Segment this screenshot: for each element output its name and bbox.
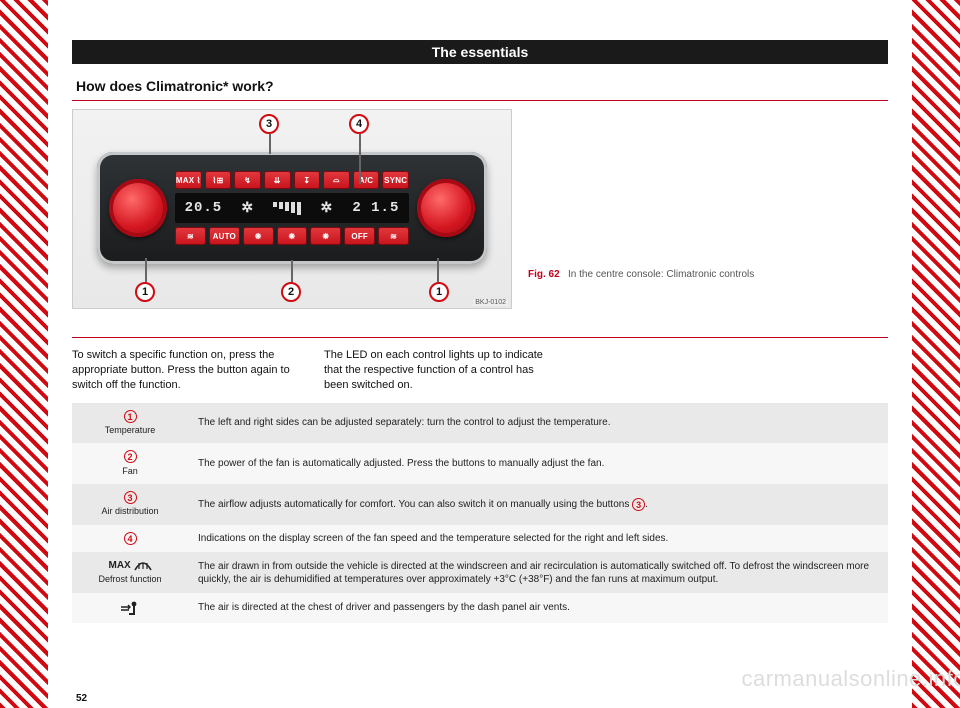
- desc-5: The air drawn in from outside the vehicl…: [188, 552, 888, 593]
- btn-seat-left: ≋: [175, 227, 206, 245]
- functions-table: 1 Temperature The left and right sides c…: [72, 403, 888, 623]
- center-stack: MAX ⌇ ⌇⊞ ↯ ⇊ ↧ ⌓ A/C SYNC 20.5 ✲ ✲: [175, 171, 409, 245]
- table-row: MAX Defrost function The air drawn in fr…: [72, 552, 888, 593]
- display-temp-right: 2 1.5: [352, 200, 399, 216]
- red-rule: [72, 337, 888, 338]
- btn-recirc: ⌓: [323, 171, 350, 189]
- figure-caption: Fig. 62 In the centre console: Climatron…: [528, 109, 888, 309]
- leader-3: [269, 134, 271, 154]
- bottom-button-row: ≋ AUTO ❋ ❋ ❋ OFF ≋: [175, 227, 409, 245]
- section-title: How does Climatronic* work?: [72, 74, 888, 101]
- body-col-2: The LED on each control lights up to ind…: [324, 348, 552, 393]
- table-row: 3 Air distribution The airflow adjusts a…: [72, 484, 888, 525]
- temp-knob-left: [109, 179, 167, 237]
- chapter-bar: The essentials: [72, 40, 888, 64]
- key-label-defrost: Defrost function: [82, 574, 178, 586]
- key-label-3: Air distribution: [82, 506, 178, 518]
- key-num-4: 4: [124, 532, 137, 545]
- inline-num-3: 3: [632, 498, 645, 511]
- leader-4: [359, 134, 361, 184]
- desc-3: The airflow adjusts automatically for co…: [188, 484, 888, 525]
- page-stripe-left: [0, 0, 48, 708]
- climatronic-panel: MAX ⌇ ⌇⊞ ↯ ⇊ ↧ ⌓ A/C SYNC 20.5 ✲ ✲: [97, 152, 487, 264]
- btn-sync: SYNC: [382, 171, 409, 189]
- callout-1-left: 1: [135, 282, 155, 302]
- btn-air-mid: ⇊: [264, 171, 291, 189]
- figure-area: MAX ⌇ ⌇⊞ ↯ ⇊ ↧ ⌓ A/C SYNC 20.5 ✲ ✲: [72, 109, 888, 309]
- figure-caption-text: In the centre console: Climatronic contr…: [568, 269, 754, 280]
- page-stripe-right: [912, 0, 960, 708]
- btn-ac: A/C: [353, 171, 380, 189]
- btn-air-up: ↯: [234, 171, 261, 189]
- table-row: 4 Indications on the display screen of t…: [72, 525, 888, 552]
- page-content: The essentials How does Climatronic* wor…: [48, 0, 912, 708]
- btn-max-defrost: MAX ⌇: [175, 171, 202, 189]
- callout-1-right: 1: [429, 282, 449, 302]
- desc-6: The air is directed at the chest of driv…: [188, 593, 888, 623]
- btn-rear-defrost: ⌇⊞: [205, 171, 232, 189]
- climatronic-display: 20.5 ✲ ✲ 2 1.5: [175, 193, 409, 223]
- display-fan-bars: [273, 202, 301, 215]
- page-number: 52: [76, 693, 87, 704]
- btn-fan-3: ❋: [310, 227, 341, 245]
- body-columns: To switch a specific function on, press …: [72, 348, 888, 393]
- desc-2: The power of the fan is automatically ad…: [188, 443, 888, 484]
- key-label-2: Fan: [82, 466, 178, 478]
- key-num-1: 1: [124, 410, 137, 423]
- watermark: carmanualsonline.info: [741, 666, 960, 692]
- figure-ref: Fig. 62: [528, 269, 560, 280]
- air-chest-icon: [72, 593, 188, 623]
- table-row: 1 Temperature The left and right sides c…: [72, 403, 888, 444]
- top-button-row: MAX ⌇ ⌇⊞ ↯ ⇊ ↧ ⌓ A/C SYNC: [175, 171, 409, 189]
- leader-1-right: [437, 258, 439, 282]
- btn-auto: AUTO: [209, 227, 240, 245]
- desc-1: The left and right sides can be adjusted…: [188, 403, 888, 444]
- climatronic-figure: MAX ⌇ ⌇⊞ ↯ ⇊ ↧ ⌓ A/C SYNC 20.5 ✲ ✲: [72, 109, 512, 309]
- display-fan-icon: ✲: [241, 200, 254, 217]
- callout-2: 2: [281, 282, 301, 302]
- display-flower-icon: ✲: [320, 200, 333, 217]
- leader-2: [291, 260, 293, 282]
- temp-knob-right: [417, 179, 475, 237]
- leader-1-left: [145, 258, 147, 282]
- btn-fan-2: ❋: [277, 227, 308, 245]
- table-row: The air is directed at the chest of driv…: [72, 593, 888, 623]
- key-num-3: 3: [124, 491, 137, 504]
- btn-off: OFF: [344, 227, 375, 245]
- key-label-1: Temperature: [82, 425, 178, 437]
- image-ref-code: BKJ-0102: [473, 299, 508, 306]
- body-col-1: To switch a specific function on, press …: [72, 348, 300, 393]
- key-num-2: 2: [124, 450, 137, 463]
- btn-seat-right: ≋: [378, 227, 409, 245]
- table-row: 2 Fan The power of the fan is automatica…: [72, 443, 888, 484]
- btn-fan-1: ❋: [243, 227, 274, 245]
- callout-4: 4: [349, 114, 369, 134]
- defrost-icon: MAX: [108, 560, 151, 571]
- display-temp-left: 20.5: [185, 200, 223, 216]
- desc-4: Indications on the display screen of the…: [188, 525, 888, 552]
- callout-3: 3: [259, 114, 279, 134]
- btn-air-down: ↧: [294, 171, 321, 189]
